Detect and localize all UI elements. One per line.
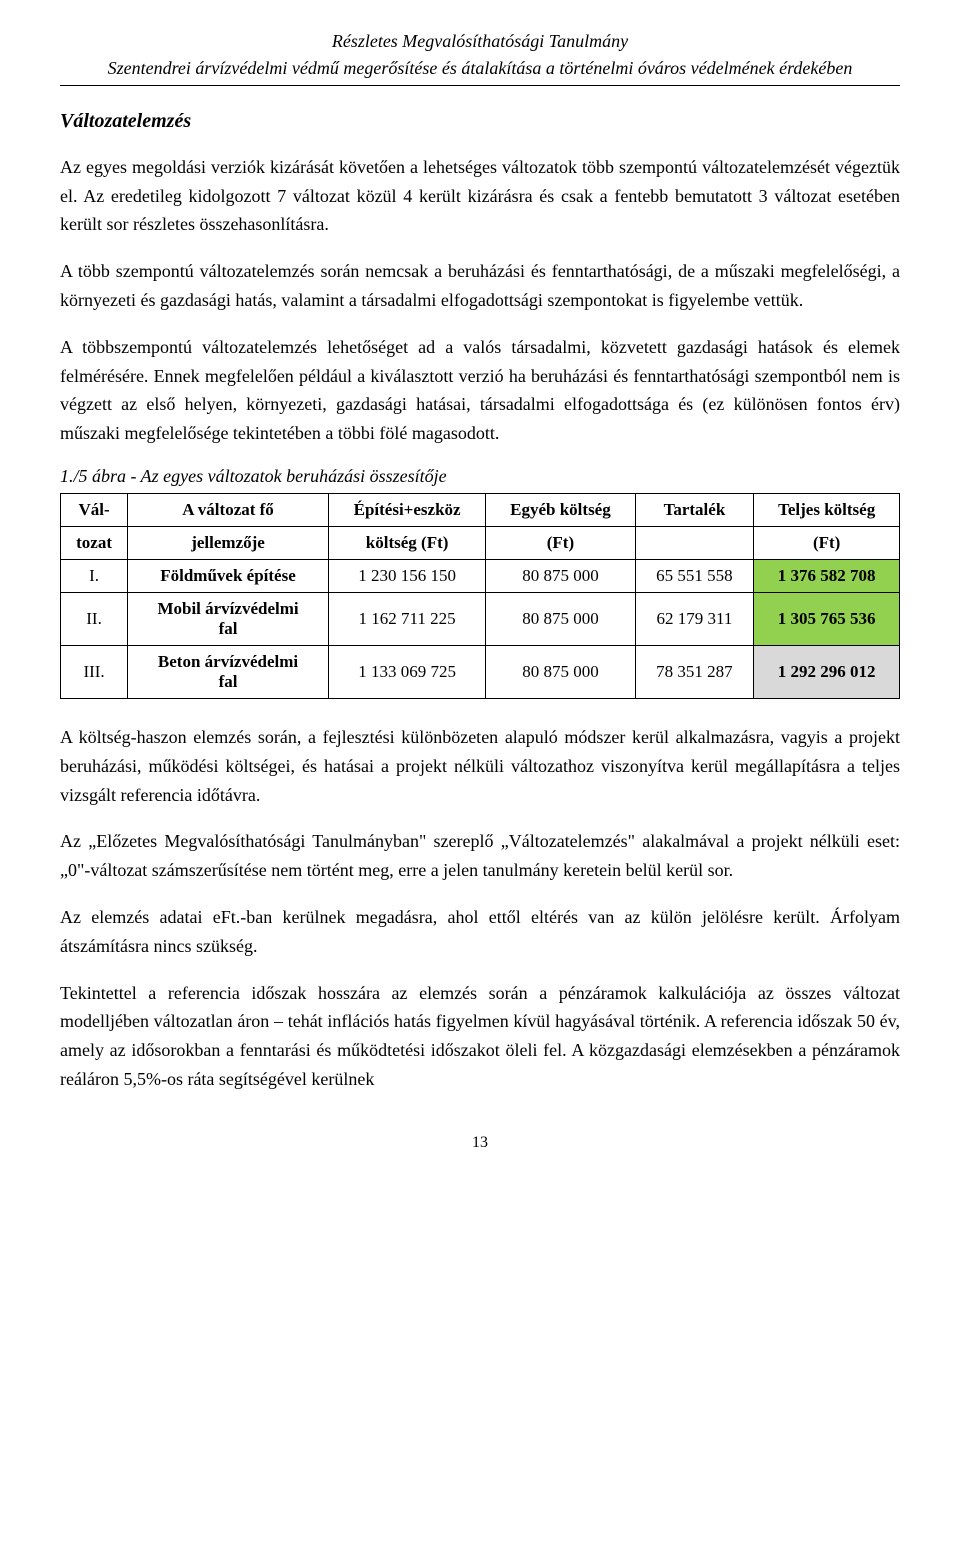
- col-header-variant-1: Vál-: [61, 493, 128, 526]
- paragraph-2: A több szempontú változatelemzés során n…: [60, 257, 900, 315]
- col-header-other-2: (Ft): [486, 526, 635, 559]
- cell-other: 80 875 000: [486, 559, 635, 592]
- cell-name-l1: Mobil árvízvédelmi: [157, 599, 298, 618]
- col-header-build-2: költség (Ft): [328, 526, 485, 559]
- summary-table: Vál- A változat fő Építési+eszköz Egyéb …: [60, 493, 900, 699]
- cell-build: 1 230 156 150: [328, 559, 485, 592]
- table-header-row-2: tozat jellemzője költség (Ft) (Ft) (Ft): [61, 526, 900, 559]
- col-header-reserve-2: [635, 526, 754, 559]
- col-header-other-1: Egyéb költség: [486, 493, 635, 526]
- col-header-feature-1: A változat fő: [128, 493, 329, 526]
- table-row: II. Mobil árvízvédelmi fal 1 162 711 225…: [61, 592, 900, 645]
- cell-reserve: 78 351 287: [635, 645, 754, 698]
- cell-total: 1 305 765 536: [754, 592, 900, 645]
- cell-build: 1 133 069 725: [328, 645, 485, 698]
- section-title: Változatelemzés: [60, 110, 900, 133]
- cell-name: Beton árvízvédelmi fal: [128, 645, 329, 698]
- cell-name-l1: Földművek építése: [160, 566, 296, 585]
- col-header-total-2: (Ft): [754, 526, 900, 559]
- page-number: 13: [60, 1134, 900, 1152]
- cell-id: III.: [61, 645, 128, 698]
- table-row: I. Földművek építése 1 230 156 150 80 87…: [61, 559, 900, 592]
- table-row: III. Beton árvízvédelmi fal 1 133 069 72…: [61, 645, 900, 698]
- cell-id: II.: [61, 592, 128, 645]
- table-header-row-1: Vál- A változat fő Építési+eszköz Egyéb …: [61, 493, 900, 526]
- cell-reserve: 62 179 311: [635, 592, 754, 645]
- table-caption: 1./5 ábra - Az egyes változatok beruházá…: [60, 466, 900, 487]
- cell-build: 1 162 711 225: [328, 592, 485, 645]
- col-header-variant-2: tozat: [61, 526, 128, 559]
- cell-other: 80 875 000: [486, 592, 635, 645]
- table-head: Vál- A változat fő Építési+eszköz Egyéb …: [61, 493, 900, 559]
- cell-name-l2: fal: [219, 619, 238, 638]
- paragraph-4: A költség-haszon elemzés során, a fejles…: [60, 723, 900, 809]
- cell-id: I.: [61, 559, 128, 592]
- col-header-feature-2: jellemzője: [128, 526, 329, 559]
- document-page: Részletes Megvalósíthatósági Tanulmány S…: [0, 0, 960, 1192]
- header-line-2: Szentendrei árvízvédelmi védmű megerősít…: [60, 57, 900, 80]
- cell-name: Mobil árvízvédelmi fal: [128, 592, 329, 645]
- cell-reserve: 65 551 558: [635, 559, 754, 592]
- cell-name-l1: Beton árvízvédelmi: [158, 652, 298, 671]
- cell-total: 1 376 582 708: [754, 559, 900, 592]
- paragraph-5: Az „Előzetes Megvalósíthatósági Tanulmán…: [60, 827, 900, 885]
- col-header-build-1: Építési+eszköz: [328, 493, 485, 526]
- paragraph-1: Az egyes megoldási verziók kizárását köv…: [60, 153, 900, 239]
- header-line-1: Részletes Megvalósíthatósági Tanulmány: [60, 30, 900, 53]
- paragraph-7: Tekintettel a referencia időszak hosszár…: [60, 979, 900, 1094]
- cell-name-l2: fal: [219, 672, 238, 691]
- paragraph-3: A többszempontú változatelemzés lehetősé…: [60, 333, 900, 448]
- table-body: I. Földművek építése 1 230 156 150 80 87…: [61, 559, 900, 698]
- col-header-total-1: Teljes költség: [754, 493, 900, 526]
- header-rule: [60, 85, 900, 86]
- cell-name: Földművek építése: [128, 559, 329, 592]
- cell-other: 80 875 000: [486, 645, 635, 698]
- paragraph-6: Az elemzés adatai eFt.-ban kerülnek mega…: [60, 903, 900, 961]
- cell-total: 1 292 296 012: [754, 645, 900, 698]
- col-header-reserve-1: Tartalék: [635, 493, 754, 526]
